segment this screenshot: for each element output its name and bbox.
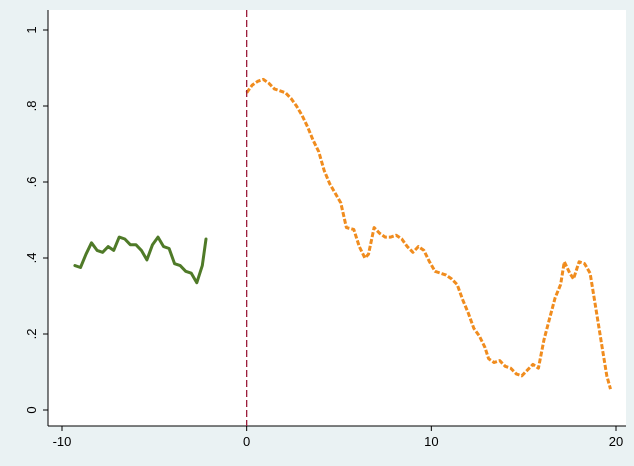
x-tick-label: -10 [53, 434, 72, 449]
y-tick-label: .4 [24, 253, 39, 264]
y-tick-label: 1 [24, 26, 39, 33]
y-tick-label: .6 [24, 177, 39, 188]
x-axis: -10 0 10 20 [48, 425, 626, 449]
x-tick-label: 20 [609, 434, 623, 449]
plot-area [48, 10, 626, 426]
y-tick-label: .2 [24, 329, 39, 340]
series-line-1 [73, 235, 208, 285]
series-line-2 [245, 77, 612, 390]
x-tick-label: 10 [424, 434, 438, 449]
y-axis: 0 .2 .4 .6 .8 1 [24, 10, 49, 426]
x-tick-label: 0 [243, 434, 250, 449]
y-tick-label: .8 [24, 101, 39, 112]
y-tick-label: 0 [24, 406, 39, 413]
series-layer [73, 77, 612, 390]
